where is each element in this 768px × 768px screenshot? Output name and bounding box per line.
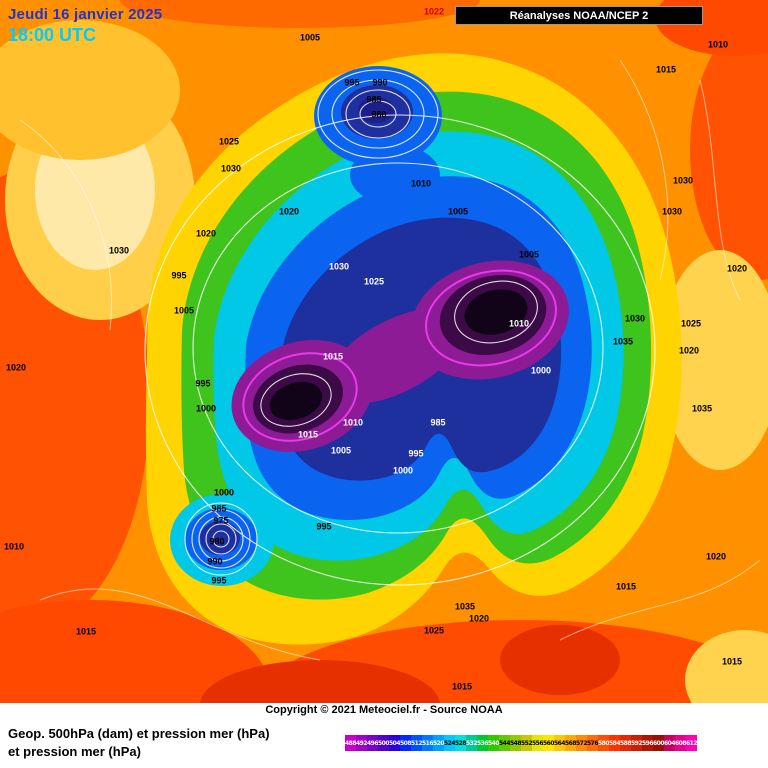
pressure-label: 1030: [661, 206, 683, 217]
legend-cell: 564: [554, 735, 565, 751]
pressure-label: 995: [408, 448, 424, 459]
pressure-label: 1000: [213, 487, 235, 498]
copyright-text: Copyright © 2021 Meteociel.fr - Source N…: [265, 704, 503, 716]
legend-cell: 520: [433, 735, 444, 751]
legend-cell: 488: [345, 735, 356, 751]
pressure-label: 1005: [518, 249, 540, 260]
pressure-label: 1020: [278, 206, 300, 217]
legend-cell: 548: [510, 735, 521, 751]
pressure-label: 1020: [726, 263, 748, 274]
legend-cell: 540: [488, 735, 499, 751]
pressure-label: 980: [209, 536, 225, 547]
pressure-label: 1015: [297, 429, 319, 440]
legend-cell: 560: [543, 735, 554, 751]
pressure-label: 990: [372, 77, 388, 88]
pressure-label: 985: [211, 503, 227, 514]
pressure-label: 1035: [612, 336, 634, 347]
legend-cell: 604: [664, 735, 675, 751]
pressure-label: 1030: [328, 261, 350, 272]
legend-cell: 552: [521, 735, 532, 751]
legend-cell: 568: [565, 735, 576, 751]
pressure-label: 1015: [322, 351, 344, 362]
pressure-label: 1010: [410, 178, 432, 189]
pressure-label: 1015: [451, 681, 473, 692]
reanalysis-source-box: Réanalyses NOAA/NCEP 2: [455, 6, 703, 25]
legend-cell: 516: [422, 735, 433, 751]
map-date: Jeudi 16 janvier 2025: [8, 6, 163, 23]
weather-map-svg: [0, 0, 768, 703]
legend-cell: 492: [356, 735, 367, 751]
legend-cell: 596: [642, 735, 653, 751]
map-time: 18:00 UTC: [8, 25, 97, 45]
pressure-label: 1025: [218, 136, 240, 147]
geopotential-pressure-map: 1005 1022 995 990 985 980 1025 1030 1010 1030 1020…: [0, 0, 768, 703]
legend-cell: 496: [367, 735, 378, 751]
map-title-line2: et pression mer (hPa): [8, 744, 141, 759]
pressure-label: 1005: [299, 32, 321, 43]
pressure-label: 995: [195, 378, 211, 389]
legend-cell: 556: [532, 735, 543, 751]
pressure-label: 1030: [108, 245, 130, 256]
pressure-label: 995: [316, 521, 332, 532]
pressure-label: 1005: [173, 305, 195, 316]
pressure-label: 975: [213, 515, 229, 526]
pressure-label: 1020: [705, 551, 727, 562]
pressure-label: 1000: [195, 403, 217, 414]
pressure-label: 1030: [624, 313, 646, 324]
pressure-label: 1025: [363, 276, 385, 287]
legend-cell: 576: [587, 735, 598, 751]
map-title-line1: Geop. 500hPa (dam) et pression mer (hPa): [8, 726, 270, 741]
pressure-label: 985: [366, 94, 382, 105]
pressure-label: 980: [371, 109, 387, 120]
legend-cell: 512: [411, 735, 422, 751]
pressure-label: 1010: [707, 39, 729, 50]
legend-cell: 580: [598, 735, 609, 751]
legend-cell: 528: [455, 735, 466, 751]
legend-cell: 500: [378, 735, 389, 751]
legend-cell: 504: [389, 735, 400, 751]
pressure-label: 995: [171, 270, 187, 281]
legend-cell: 508: [400, 735, 411, 751]
pressure-label: 1015: [721, 656, 743, 667]
pressure-label: 1020: [468, 613, 490, 624]
pressure-label: 1010: [508, 318, 530, 329]
pressure-label: 985: [430, 417, 446, 428]
pressure-label: 1030: [672, 175, 694, 186]
pressure-label: 1020: [678, 345, 700, 356]
legend-cell: 584: [609, 735, 620, 751]
pressure-label: 1030: [220, 163, 242, 174]
legend-cell: 544: [499, 735, 510, 751]
pressure-label: 990: [207, 556, 223, 567]
legend-cell: 524: [444, 735, 455, 751]
pressure-label: 1025: [423, 625, 445, 636]
legend-cell: 588: [620, 735, 631, 751]
pressure-label: 1000: [530, 365, 552, 376]
legend-cell: 600: [653, 735, 664, 751]
pressure-label: 1015: [75, 626, 97, 637]
legend-cell: 536: [477, 735, 488, 751]
pressure-label: 1035: [454, 601, 476, 612]
legend-cell: 608: [675, 735, 686, 751]
pressure-label: 1025: [680, 318, 702, 329]
pressure-label: 1010: [342, 417, 364, 428]
pressure-label: 1020: [195, 228, 217, 239]
pressure-label: 1022: [423, 6, 445, 17]
pressure-label: 1035: [691, 403, 713, 414]
legend-cell: 572: [576, 735, 587, 751]
legend-cell: 592: [631, 735, 642, 751]
pressure-label: 1005: [330, 445, 352, 456]
legend-bar: 488 492 496 500 504 508 512 516 520 524 528 532 536 5…: [345, 735, 697, 751]
legend-cell: 612: [686, 735, 697, 751]
pressure-label: 1015: [615, 581, 637, 592]
pressure-label: 1015: [655, 64, 677, 75]
pressure-label: 1000: [392, 465, 414, 476]
pressure-label: 995: [344, 77, 360, 88]
pressure-label: 1010: [3, 541, 25, 552]
pressure-label: 1020: [5, 362, 27, 373]
pressure-label: 1005: [447, 206, 469, 217]
legend-cell: 532: [466, 735, 477, 751]
pressure-label: 995: [211, 575, 227, 586]
